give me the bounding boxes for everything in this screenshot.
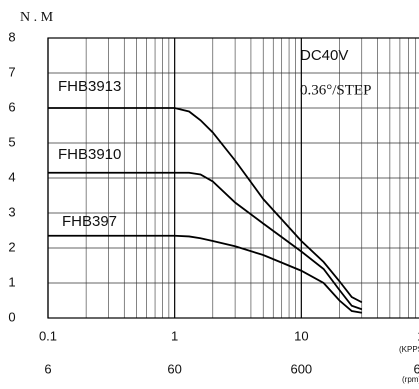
series-line (48, 171, 363, 311)
x2-unit: (rpm) (402, 375, 419, 384)
annotation: DC40V (300, 47, 348, 64)
y-tick-label: 0 (8, 309, 15, 324)
x-tick-label: 10 (294, 328, 308, 343)
x2-tick-label: 6 (44, 361, 51, 376)
x-unit: (KPPS) (399, 345, 419, 354)
x2-tick-label: 6000 (414, 361, 419, 376)
y-tick-label: 7 (8, 64, 15, 79)
x-tick-label: 1 (171, 328, 178, 343)
y-tick-label: 1 (8, 274, 15, 289)
y-tick-label: 2 (8, 239, 15, 254)
x2-tick-label: 600 (290, 361, 312, 376)
y-tick-label: 6 (8, 99, 15, 114)
series-label: FHB397 (62, 213, 117, 230)
annotation: 0.36°/STEP (300, 82, 371, 98)
series-label: FHB3910 (58, 146, 121, 163)
series-label: FHB3913 (58, 78, 121, 95)
x2-tick-label: 60 (167, 361, 181, 376)
series-line (48, 107, 363, 304)
y-axis-label: N . M (20, 10, 54, 25)
series-line (48, 234, 362, 314)
plot-border (47, 37, 419, 319)
y-tick-label: 8 (8, 29, 15, 44)
x-tick-label: 0.1 (39, 328, 57, 343)
y-tick-label: 5 (8, 134, 15, 149)
y-tick-label: 3 (8, 204, 15, 219)
y-tick-label: 4 (8, 169, 15, 184)
x-tick-label: 100 (417, 328, 419, 343)
